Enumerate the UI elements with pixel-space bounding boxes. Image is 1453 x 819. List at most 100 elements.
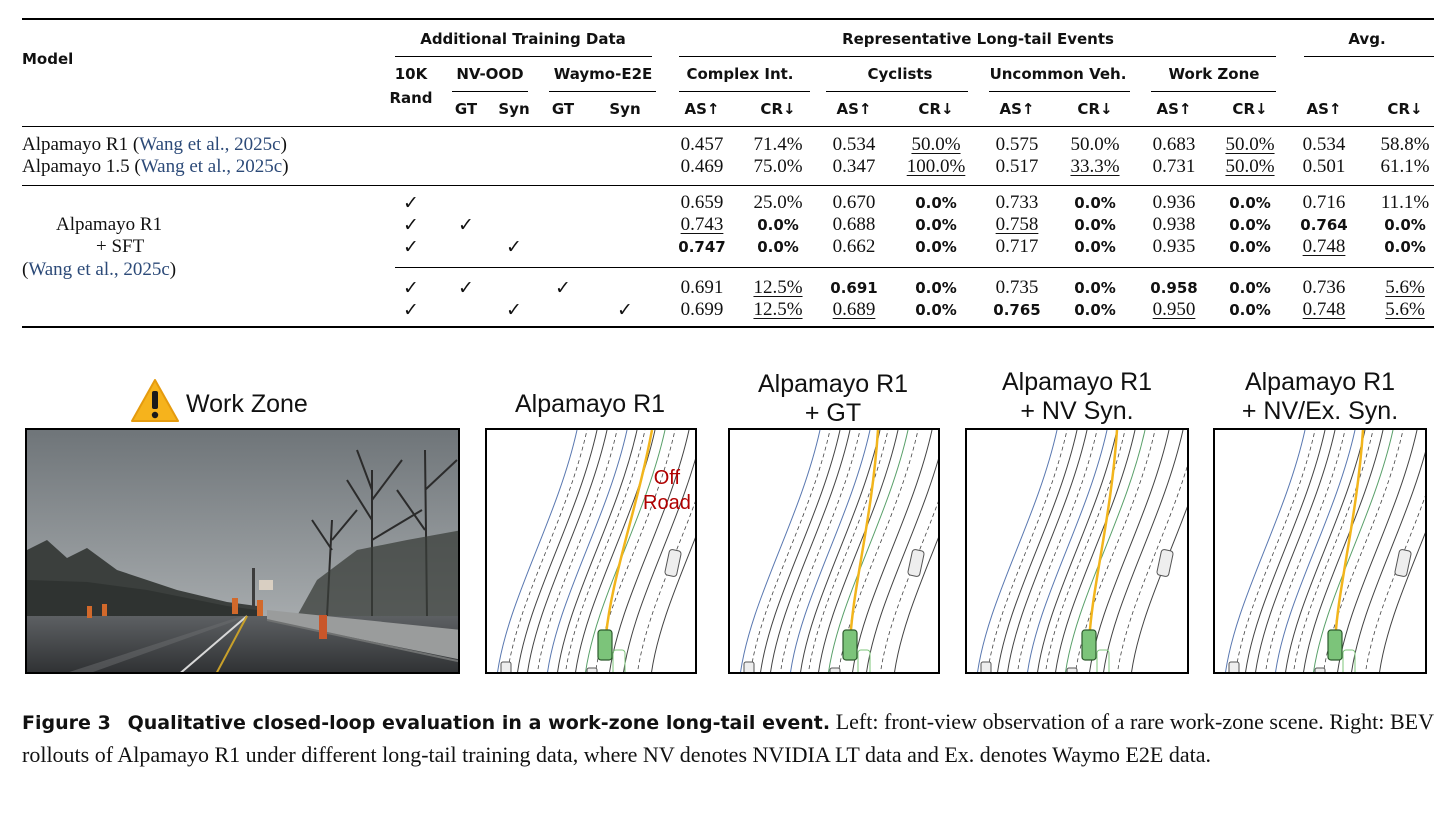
table-cell: 0.0% xyxy=(1229,279,1271,297)
lane-line xyxy=(1379,532,1425,672)
table-cell: 100.0% xyxy=(906,156,966,177)
table-cell: 0.0% xyxy=(915,216,957,234)
table-cell: 12.5% xyxy=(753,277,803,298)
table-cell: 0.950 xyxy=(1152,299,1196,320)
table-bottom-rule xyxy=(22,326,1434,328)
table-cell: 0.575 xyxy=(995,134,1039,155)
table-cell: 0.0% xyxy=(915,279,957,297)
lane-line xyxy=(1117,465,1187,672)
table-cell: 0.0% xyxy=(1384,216,1426,234)
group-rule xyxy=(395,56,652,57)
table-cell: 25.0% xyxy=(753,192,803,213)
table-cell: 0.699 xyxy=(680,299,724,320)
table-cell: 0.0% xyxy=(757,216,799,234)
table-cell: 0.691 xyxy=(830,279,878,297)
header-additional-training-data: Additional Training Data xyxy=(420,30,626,48)
lane-line xyxy=(1303,430,1384,672)
group-rule xyxy=(679,56,1276,57)
ego-vehicle xyxy=(842,629,858,661)
table-cell: 75.0% xyxy=(753,156,803,177)
lane-line xyxy=(894,537,938,672)
table-cell: 0.716 xyxy=(1302,192,1346,213)
table-cell: 5.6% xyxy=(1385,299,1425,320)
planned-trajectory xyxy=(603,430,654,646)
lane-line xyxy=(1017,430,1098,672)
ego-vehicle-ghost xyxy=(857,649,871,672)
header-as: AS↑ xyxy=(1306,100,1342,118)
lane-line xyxy=(770,430,851,672)
table-cell: 0.936 xyxy=(1152,192,1196,213)
check-mark-icon: ✓ xyxy=(403,214,419,236)
lane-line xyxy=(740,430,821,672)
header-avg: Avg. xyxy=(1348,30,1386,48)
bev-panel-alpamayo-r1-nv-syn xyxy=(965,428,1189,674)
caption-title: Qualitative closed-loop evaluation in a … xyxy=(127,712,831,734)
group-rule xyxy=(826,91,968,92)
model-name-alpamayo-1-5: Alpamayo 1.5 (Wang et al., 2025c) xyxy=(22,156,289,177)
check-mark-icon: ✓ xyxy=(555,277,571,299)
check-mark-icon: ✓ xyxy=(403,277,419,299)
lane-line xyxy=(760,430,841,672)
header-rand: Rand xyxy=(389,89,433,107)
lane-line xyxy=(637,501,695,672)
off-road-label: Off Road xyxy=(643,467,691,514)
panel-title-alpamayo-r1-nv-syn: Alpamayo R1 + NV Syn. xyxy=(1001,368,1153,425)
lane-line xyxy=(1055,430,1136,672)
citation-link[interactable]: Wang et al., 2025c xyxy=(28,259,170,280)
lane-line xyxy=(1313,430,1394,672)
table-cell: 0.0% xyxy=(1074,194,1116,212)
table-cell: 0.670 xyxy=(832,192,876,213)
lane-line xyxy=(527,430,608,672)
group-rule xyxy=(549,91,656,92)
parked-vehicle xyxy=(907,549,925,577)
table-cell: 0.765 xyxy=(993,301,1041,319)
table-cell: 0.0% xyxy=(1074,238,1116,256)
lane-line xyxy=(790,430,871,672)
table-cell: 0.743 xyxy=(680,214,724,235)
lane-line xyxy=(866,458,938,672)
lane-line xyxy=(537,430,618,672)
lane-line xyxy=(1075,430,1156,672)
sft-model-name: Alpamayo R1 xyxy=(56,214,163,235)
lane-line xyxy=(557,430,638,672)
check-mark-icon: ✓ xyxy=(506,299,522,321)
lane-line xyxy=(1225,430,1306,672)
lane-line xyxy=(1265,430,1346,672)
sft-model-suffix: + SFT xyxy=(96,236,145,257)
planned-trajectory xyxy=(848,430,880,646)
check-mark-icon: ✓ xyxy=(506,236,522,258)
lane-line xyxy=(1337,430,1418,672)
table-cell: 5.6% xyxy=(1385,277,1425,298)
header-waymo-gt: GT xyxy=(551,100,575,118)
citation-link[interactable]: Wang et al., 2025c xyxy=(139,134,281,155)
lane-line xyxy=(800,430,881,672)
parked-vehicle xyxy=(980,661,992,672)
check-mark-icon: ✓ xyxy=(403,236,419,258)
table-cell: 11.1% xyxy=(1380,192,1430,213)
table-cell: 0.0% xyxy=(1229,216,1271,234)
parked-vehicle xyxy=(1156,549,1174,577)
lane-line xyxy=(1285,430,1366,672)
bev-panel-alpamayo-r1-nv-ex-syn xyxy=(1213,428,1427,674)
sft-model-citation: (Wang et al., 2025c) xyxy=(22,259,177,280)
citation-link[interactable]: Wang et al., 2025c xyxy=(140,156,283,177)
parked-vehicle xyxy=(664,549,682,577)
table-cell: 0.691 xyxy=(680,277,724,298)
header-cr: CR↓ xyxy=(1232,100,1268,118)
parked-vehicle xyxy=(743,661,755,672)
table-cell: 0.659 xyxy=(680,192,724,213)
model-name-alpamayo-r1: Alpamayo R1 (Wang et al., 2025c) xyxy=(22,134,287,155)
ego-vehicle xyxy=(597,629,613,661)
lane-line xyxy=(818,430,899,672)
table-cell: 0.0% xyxy=(1074,301,1116,319)
ego-vehicle xyxy=(1081,629,1097,661)
header-long-tail-events: Representative Long-tail Events xyxy=(842,30,1114,48)
ego-vehicle xyxy=(1327,629,1343,661)
parked-vehicle xyxy=(1394,549,1412,577)
table-cell: 0.0% xyxy=(1074,216,1116,234)
header-waymo-syn: Syn xyxy=(609,100,641,118)
header-cyclists: Cyclists xyxy=(867,65,933,83)
table-cell: 0.731 xyxy=(1152,156,1196,177)
ego-vehicle-ghost xyxy=(612,649,626,672)
table-cell: 0.0% xyxy=(1074,279,1116,297)
